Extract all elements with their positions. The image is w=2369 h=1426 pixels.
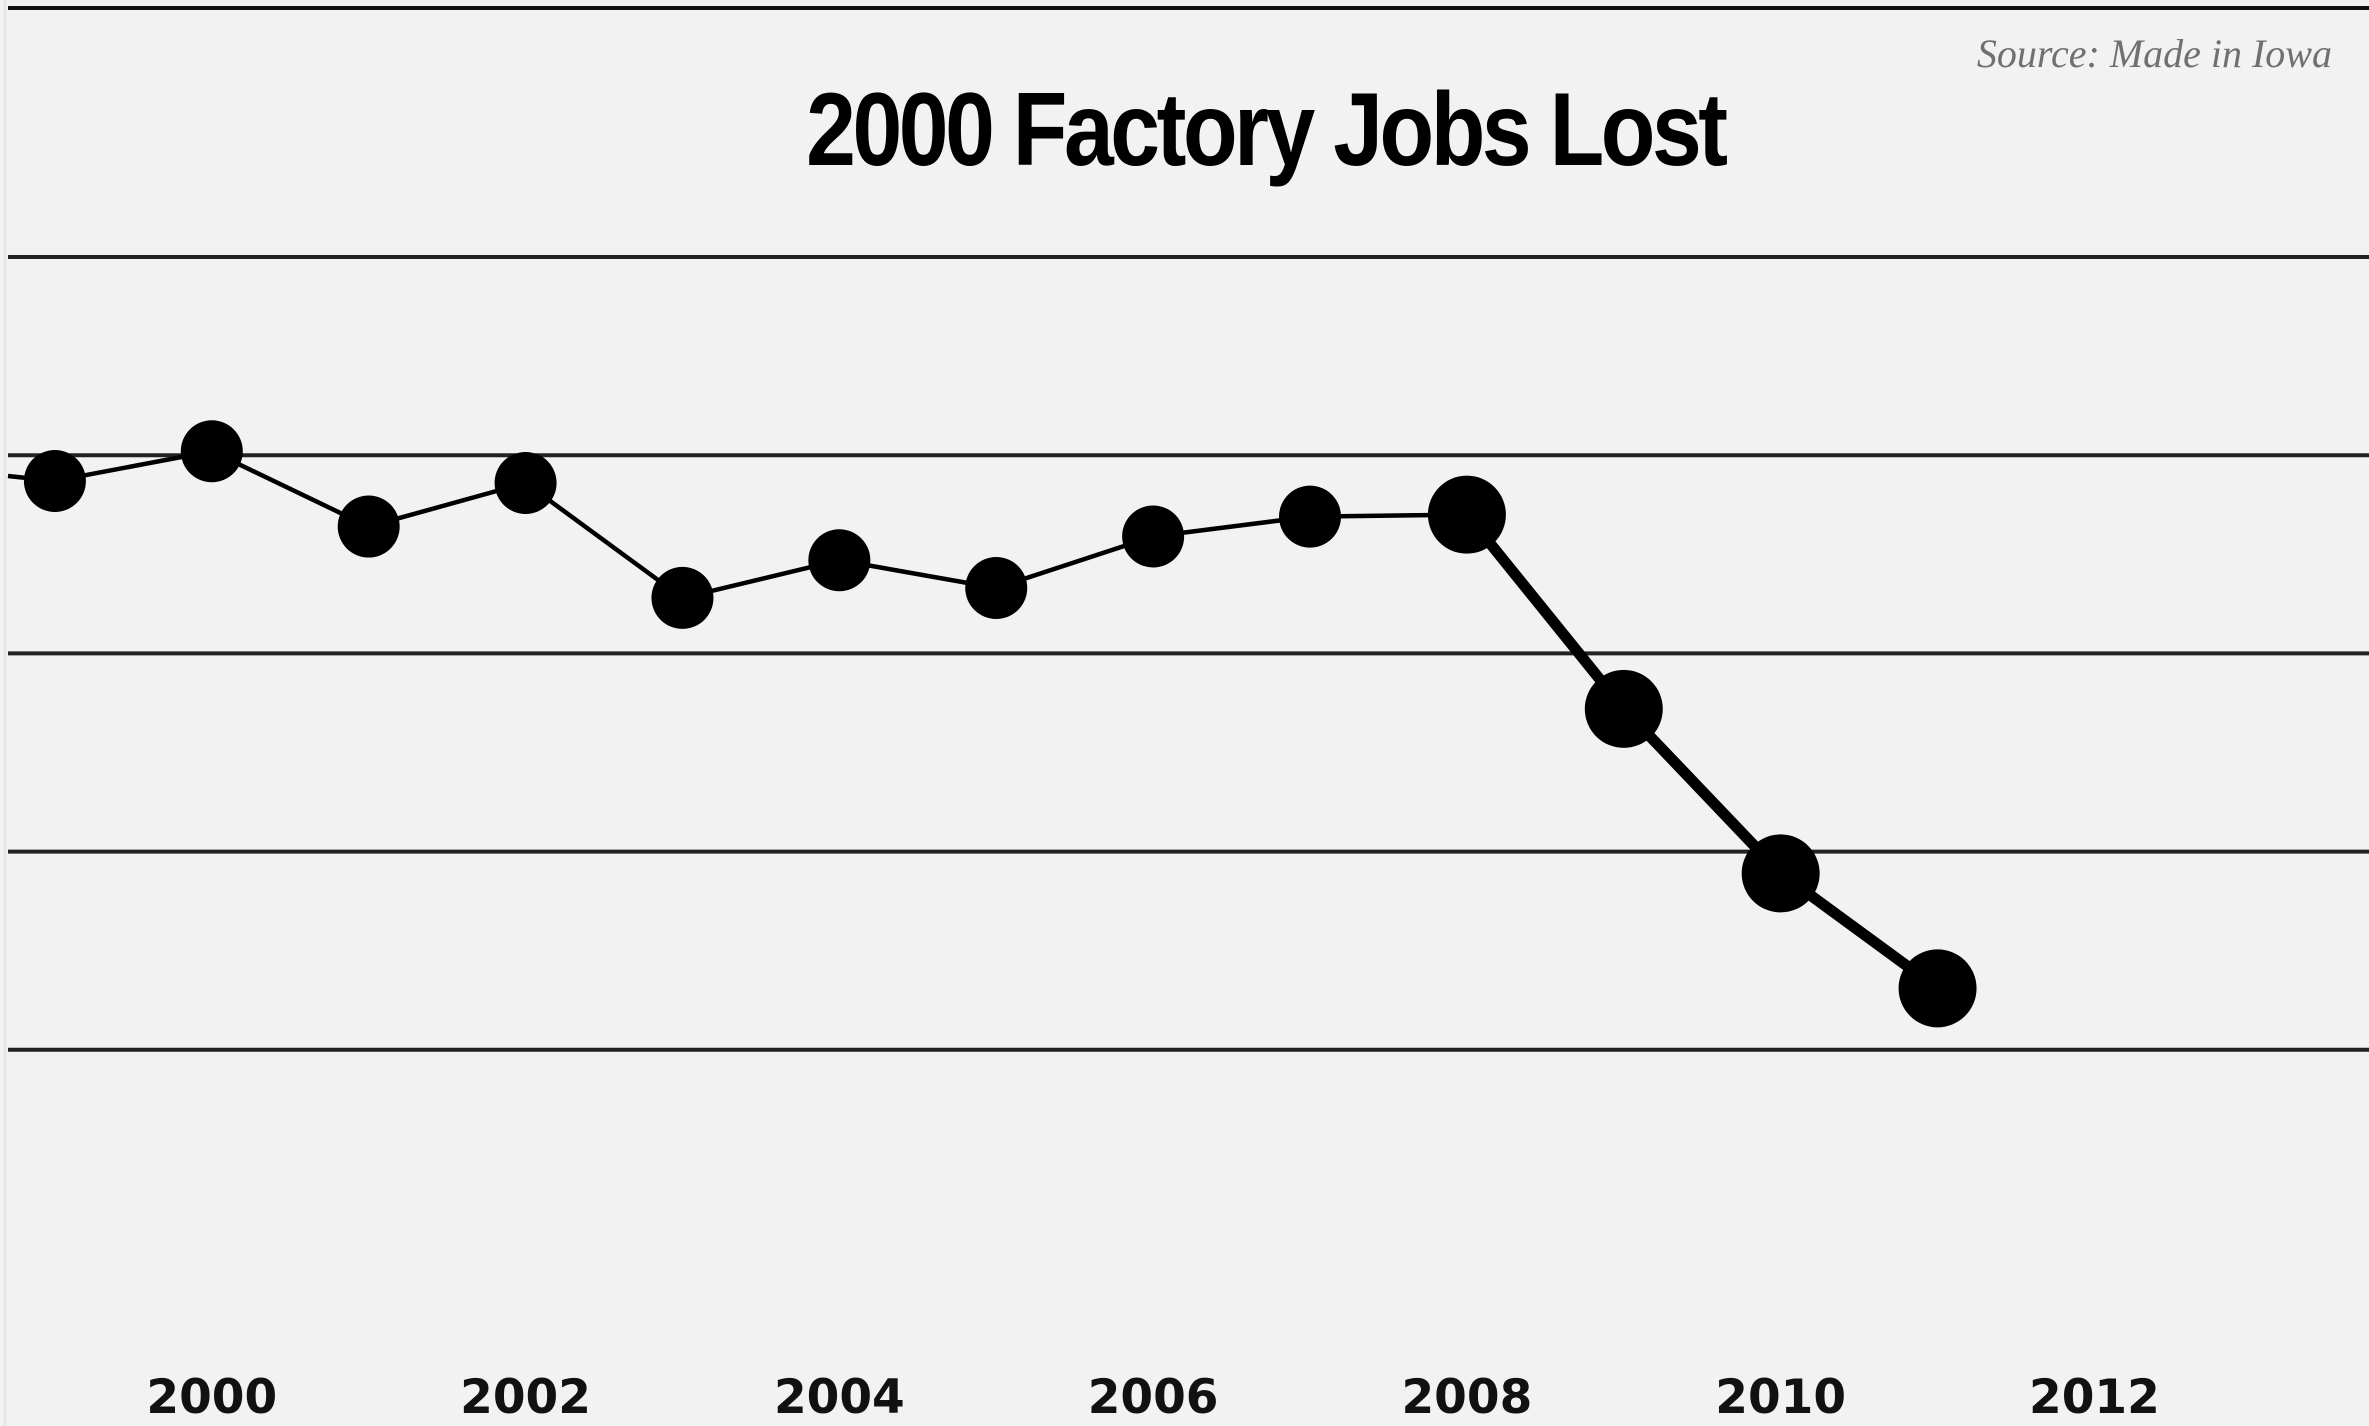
data-point bbox=[1898, 949, 1977, 1028]
series-segment bbox=[1461, 509, 1630, 715]
data-point bbox=[1279, 485, 1342, 548]
x-tick-label: 2008 bbox=[1401, 1370, 1532, 1425]
data-point bbox=[1122, 505, 1185, 568]
data-points bbox=[23, 420, 1977, 1028]
chart-title: 2000 Factory Jobs Lost bbox=[806, 72, 1728, 188]
gridlines bbox=[8, 255, 2369, 1052]
series-segment bbox=[523, 480, 685, 601]
data-point bbox=[1427, 475, 1506, 554]
x-tick-label: 2002 bbox=[460, 1370, 591, 1425]
x-tick-label: 2010 bbox=[1715, 1370, 1846, 1425]
data-point bbox=[1584, 669, 1663, 748]
data-point bbox=[808, 529, 871, 592]
data-point bbox=[180, 420, 243, 483]
x-tick-label: 2012 bbox=[2029, 1370, 2160, 1425]
data-point bbox=[1741, 834, 1820, 913]
data-point bbox=[965, 556, 1028, 619]
x-tick-label: 2006 bbox=[1088, 1370, 1219, 1425]
x-tick-label: 2004 bbox=[774, 1370, 905, 1425]
data-point bbox=[494, 451, 557, 514]
data-point bbox=[23, 449, 86, 512]
data-point bbox=[337, 495, 400, 558]
source-note: Source: Made in Iowa bbox=[1976, 31, 2332, 76]
data-point bbox=[651, 566, 714, 629]
x-tick-label: 2000 bbox=[146, 1370, 277, 1425]
